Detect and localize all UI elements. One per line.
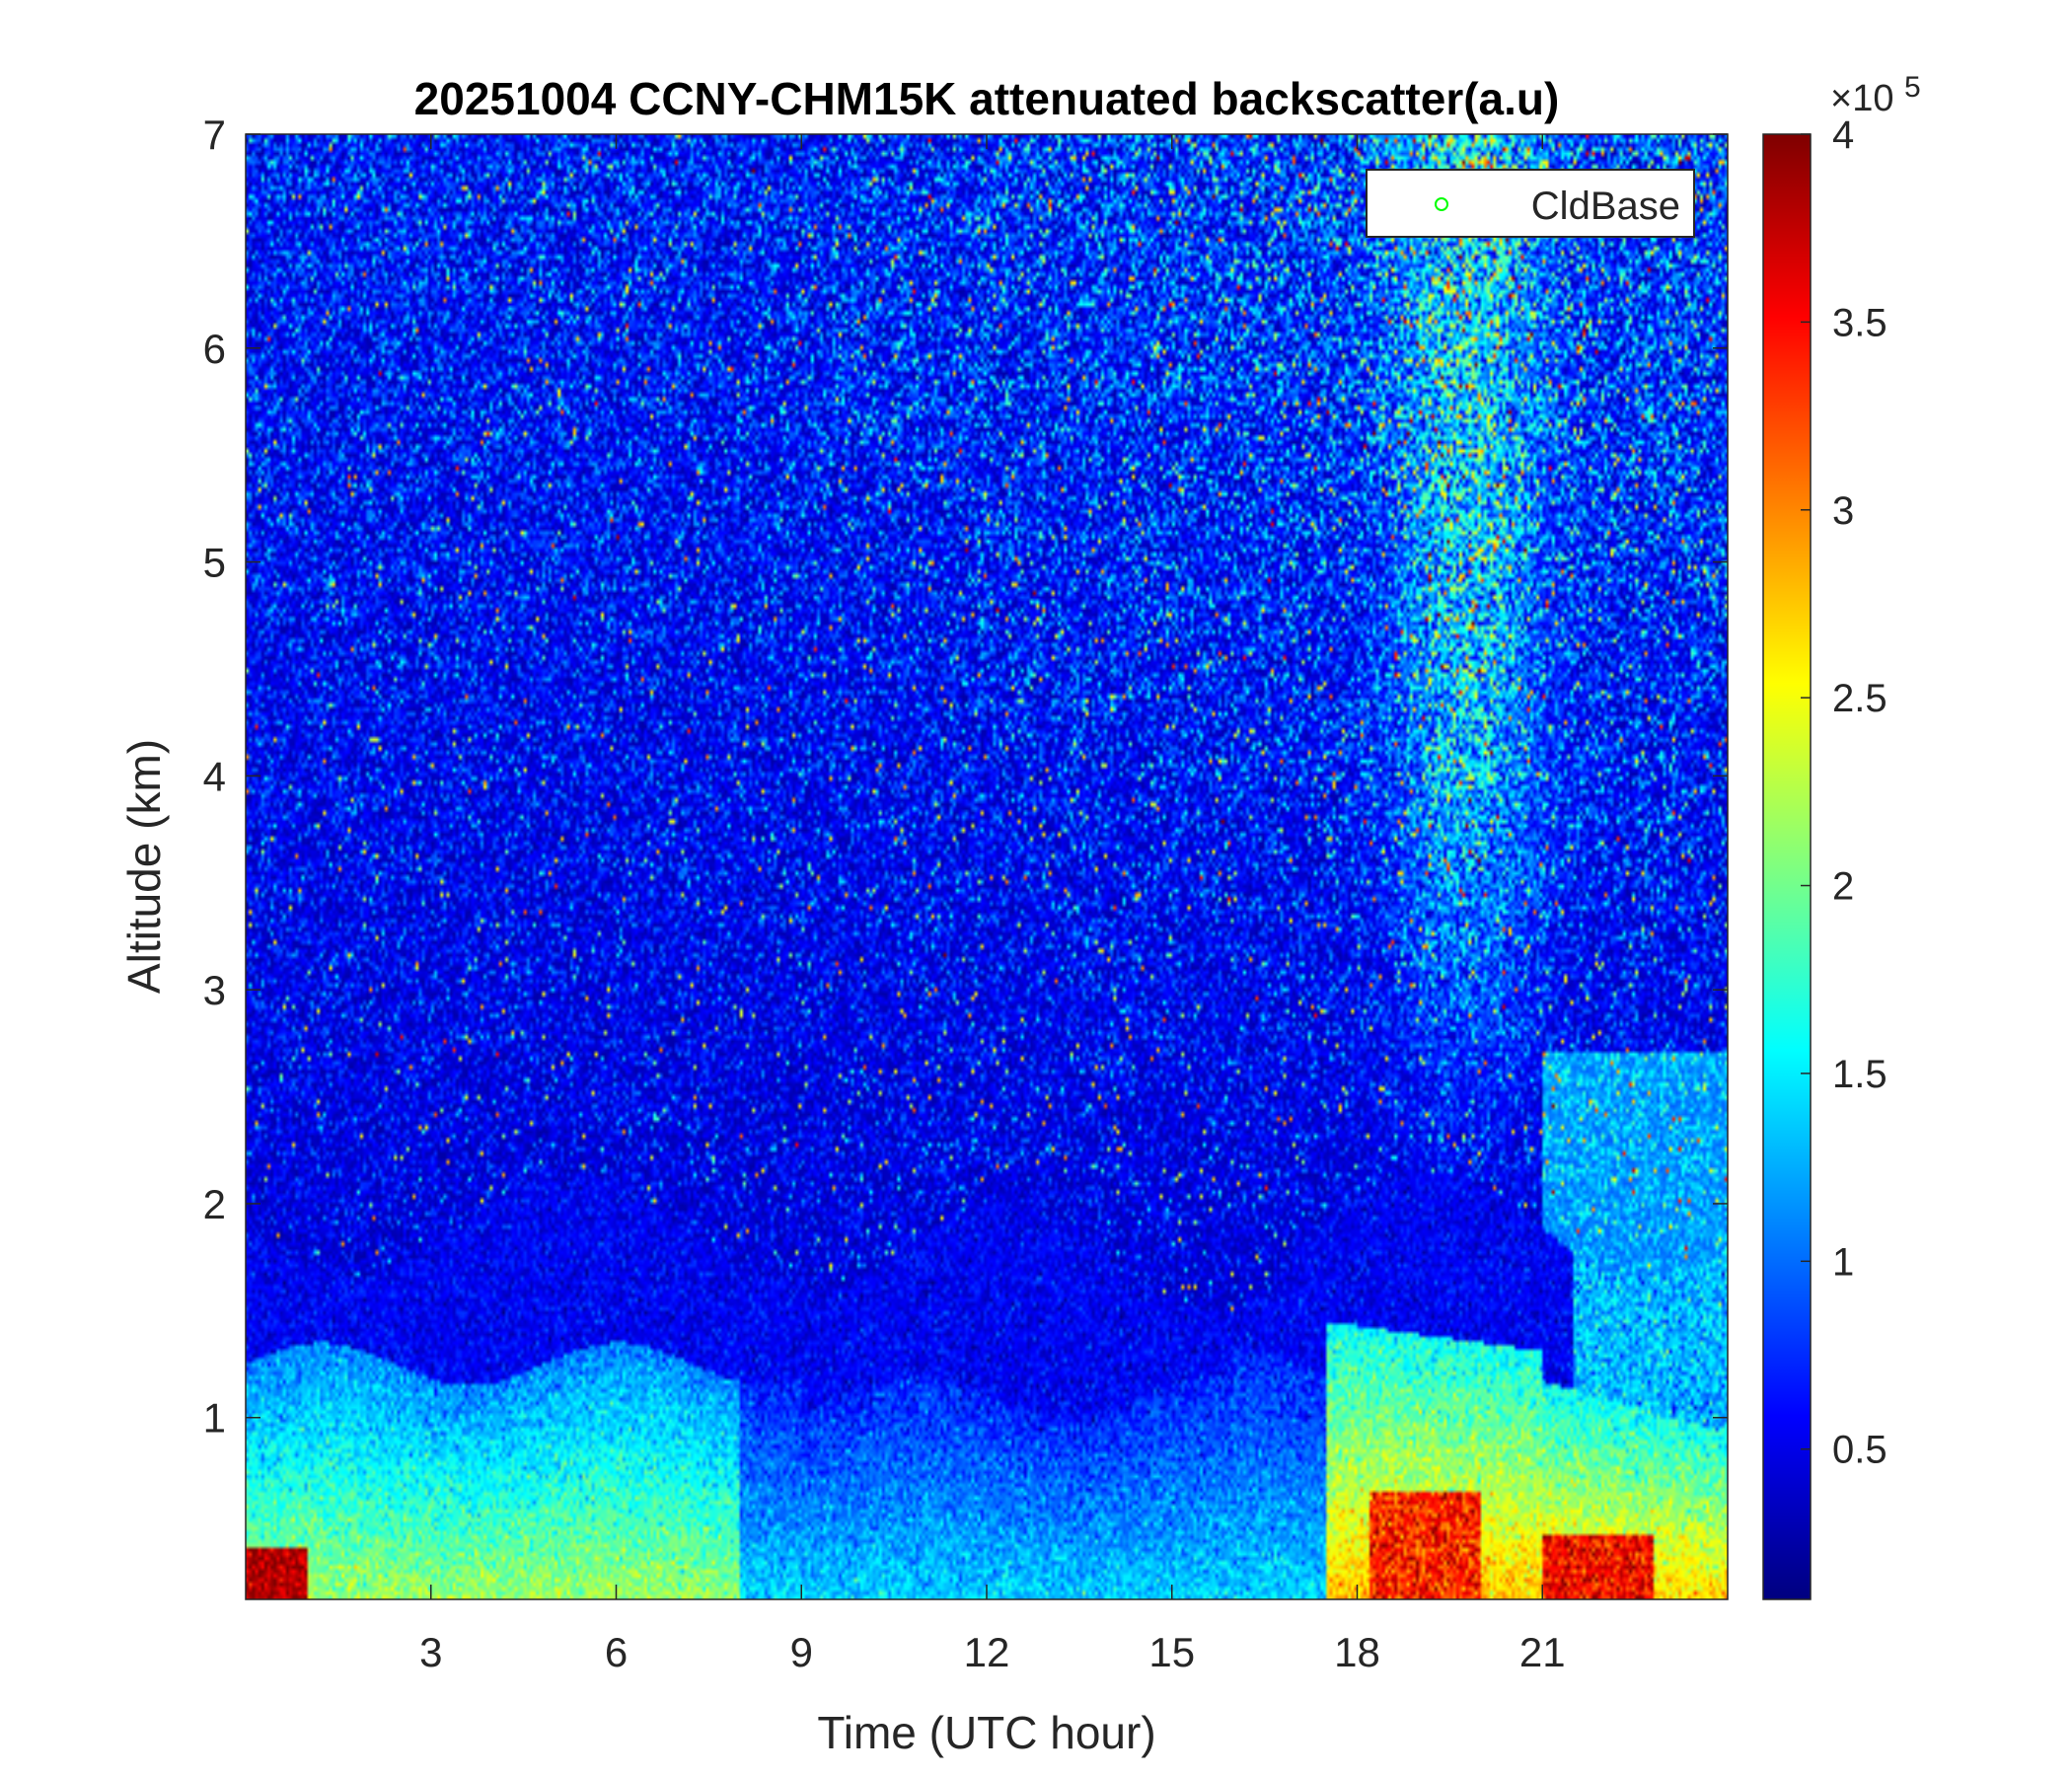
colorbar-tick-label: 1 bbox=[1832, 1240, 1854, 1284]
x-tick-label: 12 bbox=[964, 1629, 1010, 1675]
legend-entry-cldbase: CldBase bbox=[1531, 185, 1680, 228]
y-tick-label: 3 bbox=[203, 967, 226, 1013]
x-tick-label: 15 bbox=[1148, 1629, 1195, 1675]
colorbar: 0.5 1 1.5 2 2.5 3 3.5 4 ×10 5 bbox=[1762, 71, 1921, 1600]
colorbar-exponent-base: ×10 bbox=[1830, 78, 1893, 119]
colorbar-ticks: 0.5 1 1.5 2 2.5 3 3.5 4 bbox=[1801, 113, 1887, 1472]
x-tick-label: 18 bbox=[1334, 1629, 1380, 1675]
x-tick-label: 9 bbox=[790, 1629, 813, 1675]
legend-box bbox=[1366, 169, 1695, 238]
y-tick-label: 1 bbox=[203, 1395, 226, 1442]
legend-marker-cldbase-icon bbox=[1435, 197, 1448, 211]
colorbar-tick-label: 2.5 bbox=[1832, 677, 1887, 720]
legend: CldBase bbox=[1366, 169, 1695, 238]
x-tick-label: 21 bbox=[1519, 1629, 1566, 1675]
colorbar-tick-label: 2 bbox=[1832, 865, 1854, 909]
backscatter-heatmap bbox=[246, 134, 1728, 1599]
x-axis-ticks: 3 6 9 12 15 18 21 bbox=[419, 134, 1566, 1675]
y-tick-label: 6 bbox=[203, 326, 226, 372]
colorbar-exponent-power: 5 bbox=[1904, 71, 1921, 104]
colorbar-tick-label: 3.5 bbox=[1832, 301, 1887, 344]
y-tick-label: 7 bbox=[203, 111, 226, 158]
y-axis-label: Altitude (km) bbox=[118, 739, 170, 994]
x-axis-label: Time (UTC hour) bbox=[817, 1707, 1155, 1758]
colorbar-gradient bbox=[1762, 133, 1812, 1600]
y-axis-ticks: 1 2 3 4 5 6 7 bbox=[203, 111, 1728, 1442]
colorbar-tick-label: 3 bbox=[1832, 489, 1854, 533]
chart-title: 20251004 CCNY-CHM15K attenuated backscat… bbox=[414, 73, 1560, 124]
colorbar-exponent: ×10 5 bbox=[1830, 71, 1921, 119]
x-tick-label: 3 bbox=[419, 1629, 442, 1675]
y-tick-label: 4 bbox=[203, 753, 226, 799]
x-tick-label: 6 bbox=[605, 1629, 628, 1675]
y-tick-label: 5 bbox=[203, 540, 226, 586]
y-tick-label: 2 bbox=[203, 1181, 226, 1227]
colorbar-tick-label: 4 bbox=[1832, 113, 1854, 157]
colorbar-tick-label: 0.5 bbox=[1832, 1429, 1887, 1472]
colorbar-tick-label: 1.5 bbox=[1832, 1053, 1887, 1096]
